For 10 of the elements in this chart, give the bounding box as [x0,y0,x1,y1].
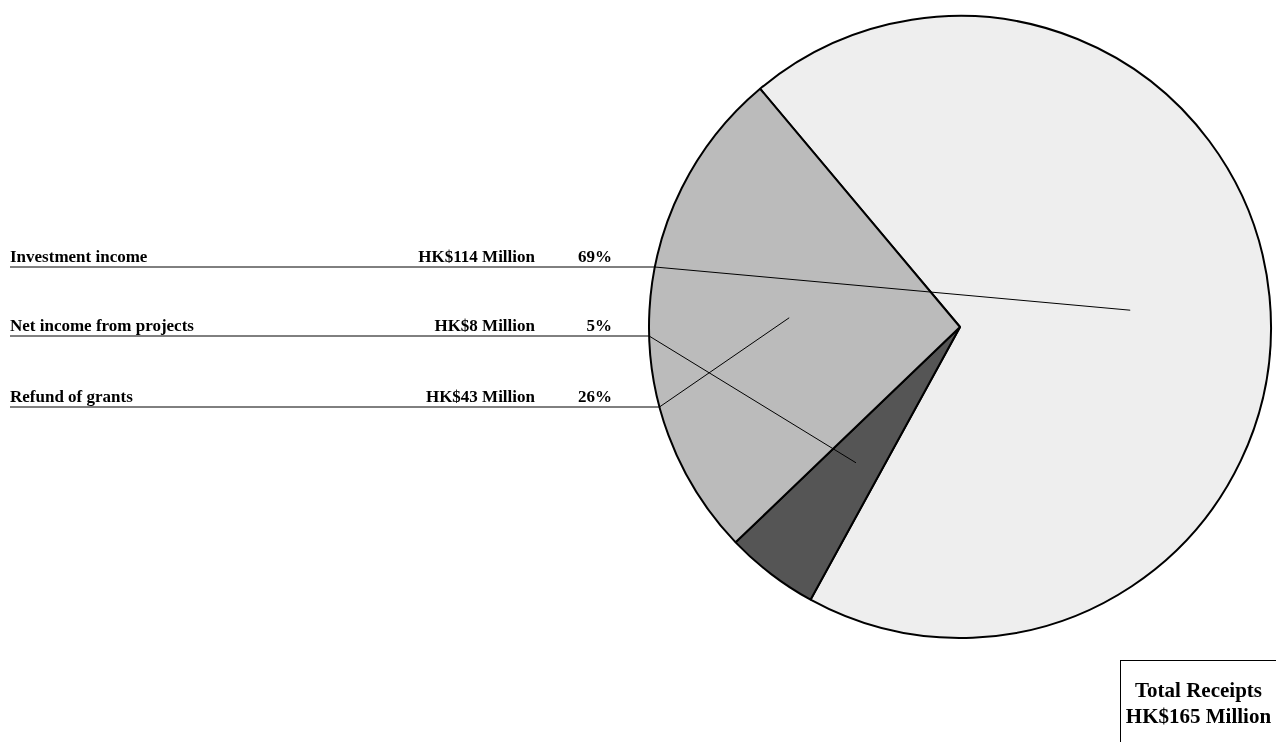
data-label: HK$114 Million [418,247,536,266]
text: 5% [586,316,612,335]
data-label: HK$43 Million [425,387,536,406]
slice-label: Refund of grants [10,387,134,406]
text: 26% [578,387,612,406]
slice-label: Investment income [10,247,148,266]
text: Total Receipts HK$165 Million [1120,660,1276,742]
data-label: HK$8 Million [434,316,536,335]
text: 69% [578,247,612,266]
slice-label: Net income from projects [10,316,195,335]
